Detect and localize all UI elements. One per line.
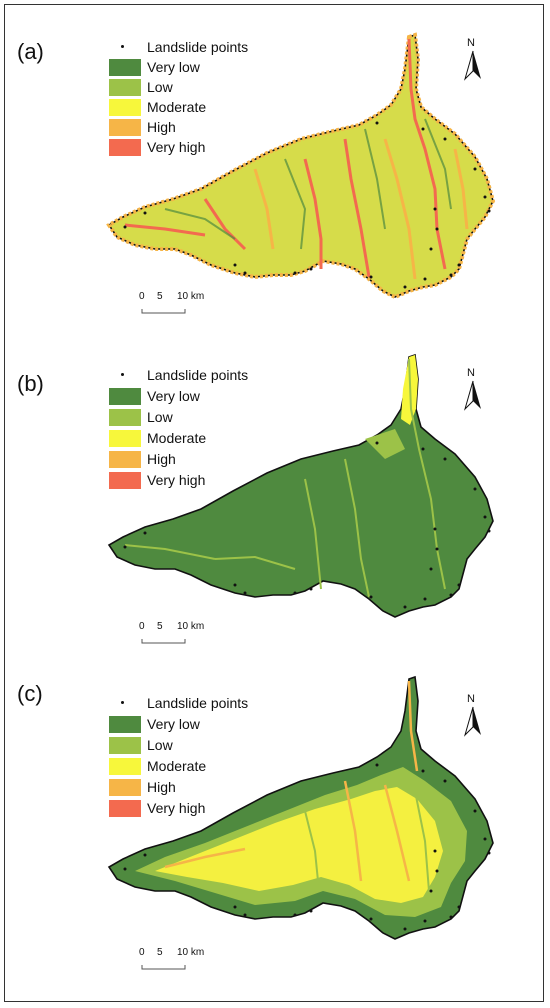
swatch-low: [109, 736, 141, 754]
panel-label-b: (b): [17, 371, 44, 396]
legend-item-low: Low: [109, 735, 173, 755]
swatch-moderate: [109, 429, 141, 447]
panel-label-a: (a): [17, 39, 44, 64]
legend-item-landslide-points: Landslide points: [109, 365, 248, 385]
low-lines-c: [304, 790, 430, 892]
susceptibility-map-a: [106, 32, 496, 300]
landslide-point-icon: [109, 367, 141, 384]
legend-item-high: High: [109, 449, 176, 469]
landslide-points-b: [123, 441, 491, 609]
panel-a: (a) Landslide points Very low Low Modera…: [5, 29, 545, 359]
legend-item-very-high: Very high: [109, 470, 205, 490]
scale-bar-a: 0 5 10 km: [139, 291, 219, 321]
legend-item-landslide-points: Landslide points: [109, 693, 248, 713]
landslide-point-icon: [109, 39, 141, 56]
low-patch-b: [365, 429, 405, 459]
swatch-high: [109, 778, 141, 796]
legend-item-very-low: Very low: [109, 714, 200, 734]
legend-item-landslide-points: Landslide points: [109, 37, 248, 57]
high-lines-c: [164, 680, 419, 882]
edge-high-band-a: [106, 32, 496, 300]
north-arrow-b: N: [461, 367, 485, 411]
north-arrow-a: N: [461, 37, 485, 81]
north-arrow-icon: [463, 50, 481, 81]
swatch-very-high: [109, 471, 141, 489]
swatch-moderate: [109, 757, 141, 775]
legend-item-low: Low: [109, 77, 173, 97]
swatch-very-low: [109, 58, 141, 76]
legend-item-moderate: Moderate: [109, 97, 206, 117]
legend-item-high: High: [109, 777, 176, 797]
region-outline-b: [107, 353, 494, 618]
swatch-very-low: [109, 387, 141, 405]
swatch-low: [109, 408, 141, 426]
panel-c: (c) Landslide points Very low Low Modera…: [5, 671, 545, 1001]
swatch-high: [109, 450, 141, 468]
scale-bar-icon: [141, 639, 186, 644]
legend-item-moderate: Moderate: [109, 428, 206, 448]
scale-bar-b: 0 5 10 km: [139, 621, 219, 651]
swatch-high: [109, 118, 141, 136]
legend-item-very-high: Very high: [109, 798, 205, 818]
low-lines-b: [124, 358, 446, 598]
scale-bar-icon: [141, 965, 186, 970]
swatch-very-high: [109, 138, 141, 156]
susceptibility-map-c: [107, 675, 494, 940]
scale-bar-icon: [141, 309, 186, 314]
green-patches-a: [164, 118, 452, 250]
susceptibility-map-b: [107, 353, 494, 618]
figure-frame: (a) Landslide points Very low Low Modera…: [4, 4, 544, 1002]
north-arrow-c: N: [461, 693, 485, 737]
legend-item-low: Low: [109, 407, 173, 427]
legend-item-very-low: Very low: [109, 57, 200, 77]
scale-bar-c: 0 5 10 km: [139, 947, 219, 977]
landslide-point-icon: [109, 695, 141, 712]
landslide-points-a: [123, 121, 491, 289]
landslide-points-c: [123, 763, 491, 931]
swatch-very-high: [109, 799, 141, 817]
legend-item-very-low: Very low: [109, 386, 200, 406]
legend-item-moderate: Moderate: [109, 756, 206, 776]
panel-label-c: (c): [17, 681, 43, 706]
panel-b: (b) Landslide points Very low Low Modera…: [5, 349, 545, 679]
swatch-low: [109, 78, 141, 96]
moderate-zone-c: [155, 787, 443, 903]
north-arrow-icon: [463, 706, 481, 737]
legend-item-high: High: [109, 117, 176, 137]
legend-item-very-high: Very high: [109, 137, 205, 157]
swatch-very-low: [109, 715, 141, 733]
swatch-moderate: [109, 98, 141, 116]
north-arrow-icon: [463, 380, 481, 411]
